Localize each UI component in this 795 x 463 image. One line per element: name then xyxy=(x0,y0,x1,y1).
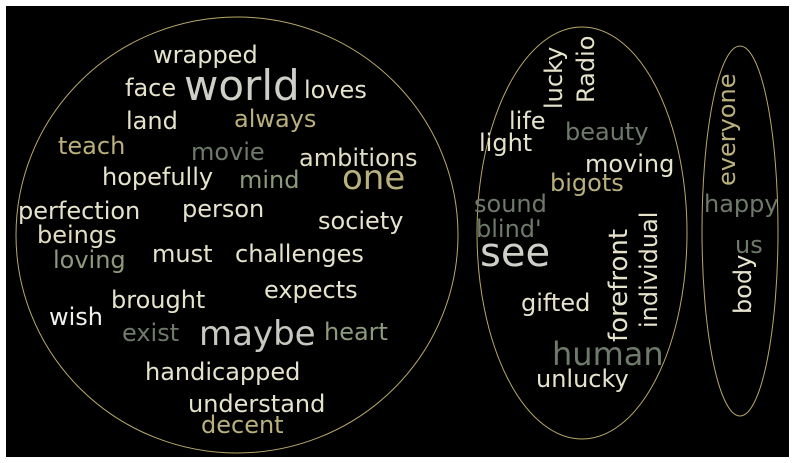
word-handicapped: handicapped xyxy=(145,358,301,386)
middle-ellipse-outline xyxy=(476,26,688,440)
word-hopefully: hopefully xyxy=(102,163,214,191)
word-expects: expects xyxy=(264,276,358,304)
word-exist: exist xyxy=(122,319,180,347)
word-challenges: challenges xyxy=(235,240,364,268)
word-us: us xyxy=(735,231,763,259)
word-gifted: gifted xyxy=(521,289,591,317)
word-society: society xyxy=(318,207,404,235)
cloud-outlines xyxy=(15,16,779,454)
word-forefront: forefront xyxy=(604,228,634,342)
word-face: face xyxy=(125,74,177,102)
word-happy: happy xyxy=(704,190,779,218)
word-heart: heart xyxy=(324,318,388,346)
word-life: life xyxy=(509,107,546,135)
word-cloud-canvas: wrapped face world loves land always tea… xyxy=(6,6,789,457)
word-wrapped: wrapped xyxy=(153,41,258,69)
word-always: always xyxy=(234,105,317,133)
word-lucky: lucky xyxy=(540,46,568,109)
word-bigots: bigots xyxy=(550,169,624,197)
word-land: land xyxy=(126,107,178,135)
word-body: body xyxy=(729,254,757,314)
word-individual: individual xyxy=(635,211,663,328)
word-human: human xyxy=(552,335,664,373)
left-circle-outline xyxy=(15,16,459,454)
word-world: world xyxy=(184,61,300,110)
word-see: see xyxy=(480,230,551,276)
word-unlucky: unlucky xyxy=(536,365,629,393)
word-beauty: beauty xyxy=(565,118,649,146)
word-sound: sound xyxy=(474,190,547,218)
word-loving: loving xyxy=(53,246,126,274)
word-teach: teach xyxy=(58,132,126,160)
word-moving: moving xyxy=(585,150,675,178)
word-ambitions: ambitions xyxy=(299,144,418,172)
word-understand: understand xyxy=(188,390,326,418)
word-perfection: perfection xyxy=(18,197,141,225)
word-one: one xyxy=(342,158,406,198)
word-loves: loves xyxy=(304,76,367,104)
word-beings: beings xyxy=(37,221,117,249)
word-light: light xyxy=(479,129,533,157)
word-mind: mind xyxy=(239,166,300,194)
word-radio: Radio xyxy=(572,35,600,103)
word-maybe: maybe xyxy=(199,314,316,354)
word-brought: brought xyxy=(111,286,206,314)
word-person: person xyxy=(182,195,265,223)
right-ellipse-outline xyxy=(701,45,779,417)
word-everyone: everyone xyxy=(713,73,741,186)
word-blind: blind' xyxy=(476,215,542,243)
word-movie: movie xyxy=(191,138,265,166)
word-must: must xyxy=(152,240,213,268)
word-decent: decent xyxy=(201,411,284,439)
word-wish: wish xyxy=(49,303,104,331)
